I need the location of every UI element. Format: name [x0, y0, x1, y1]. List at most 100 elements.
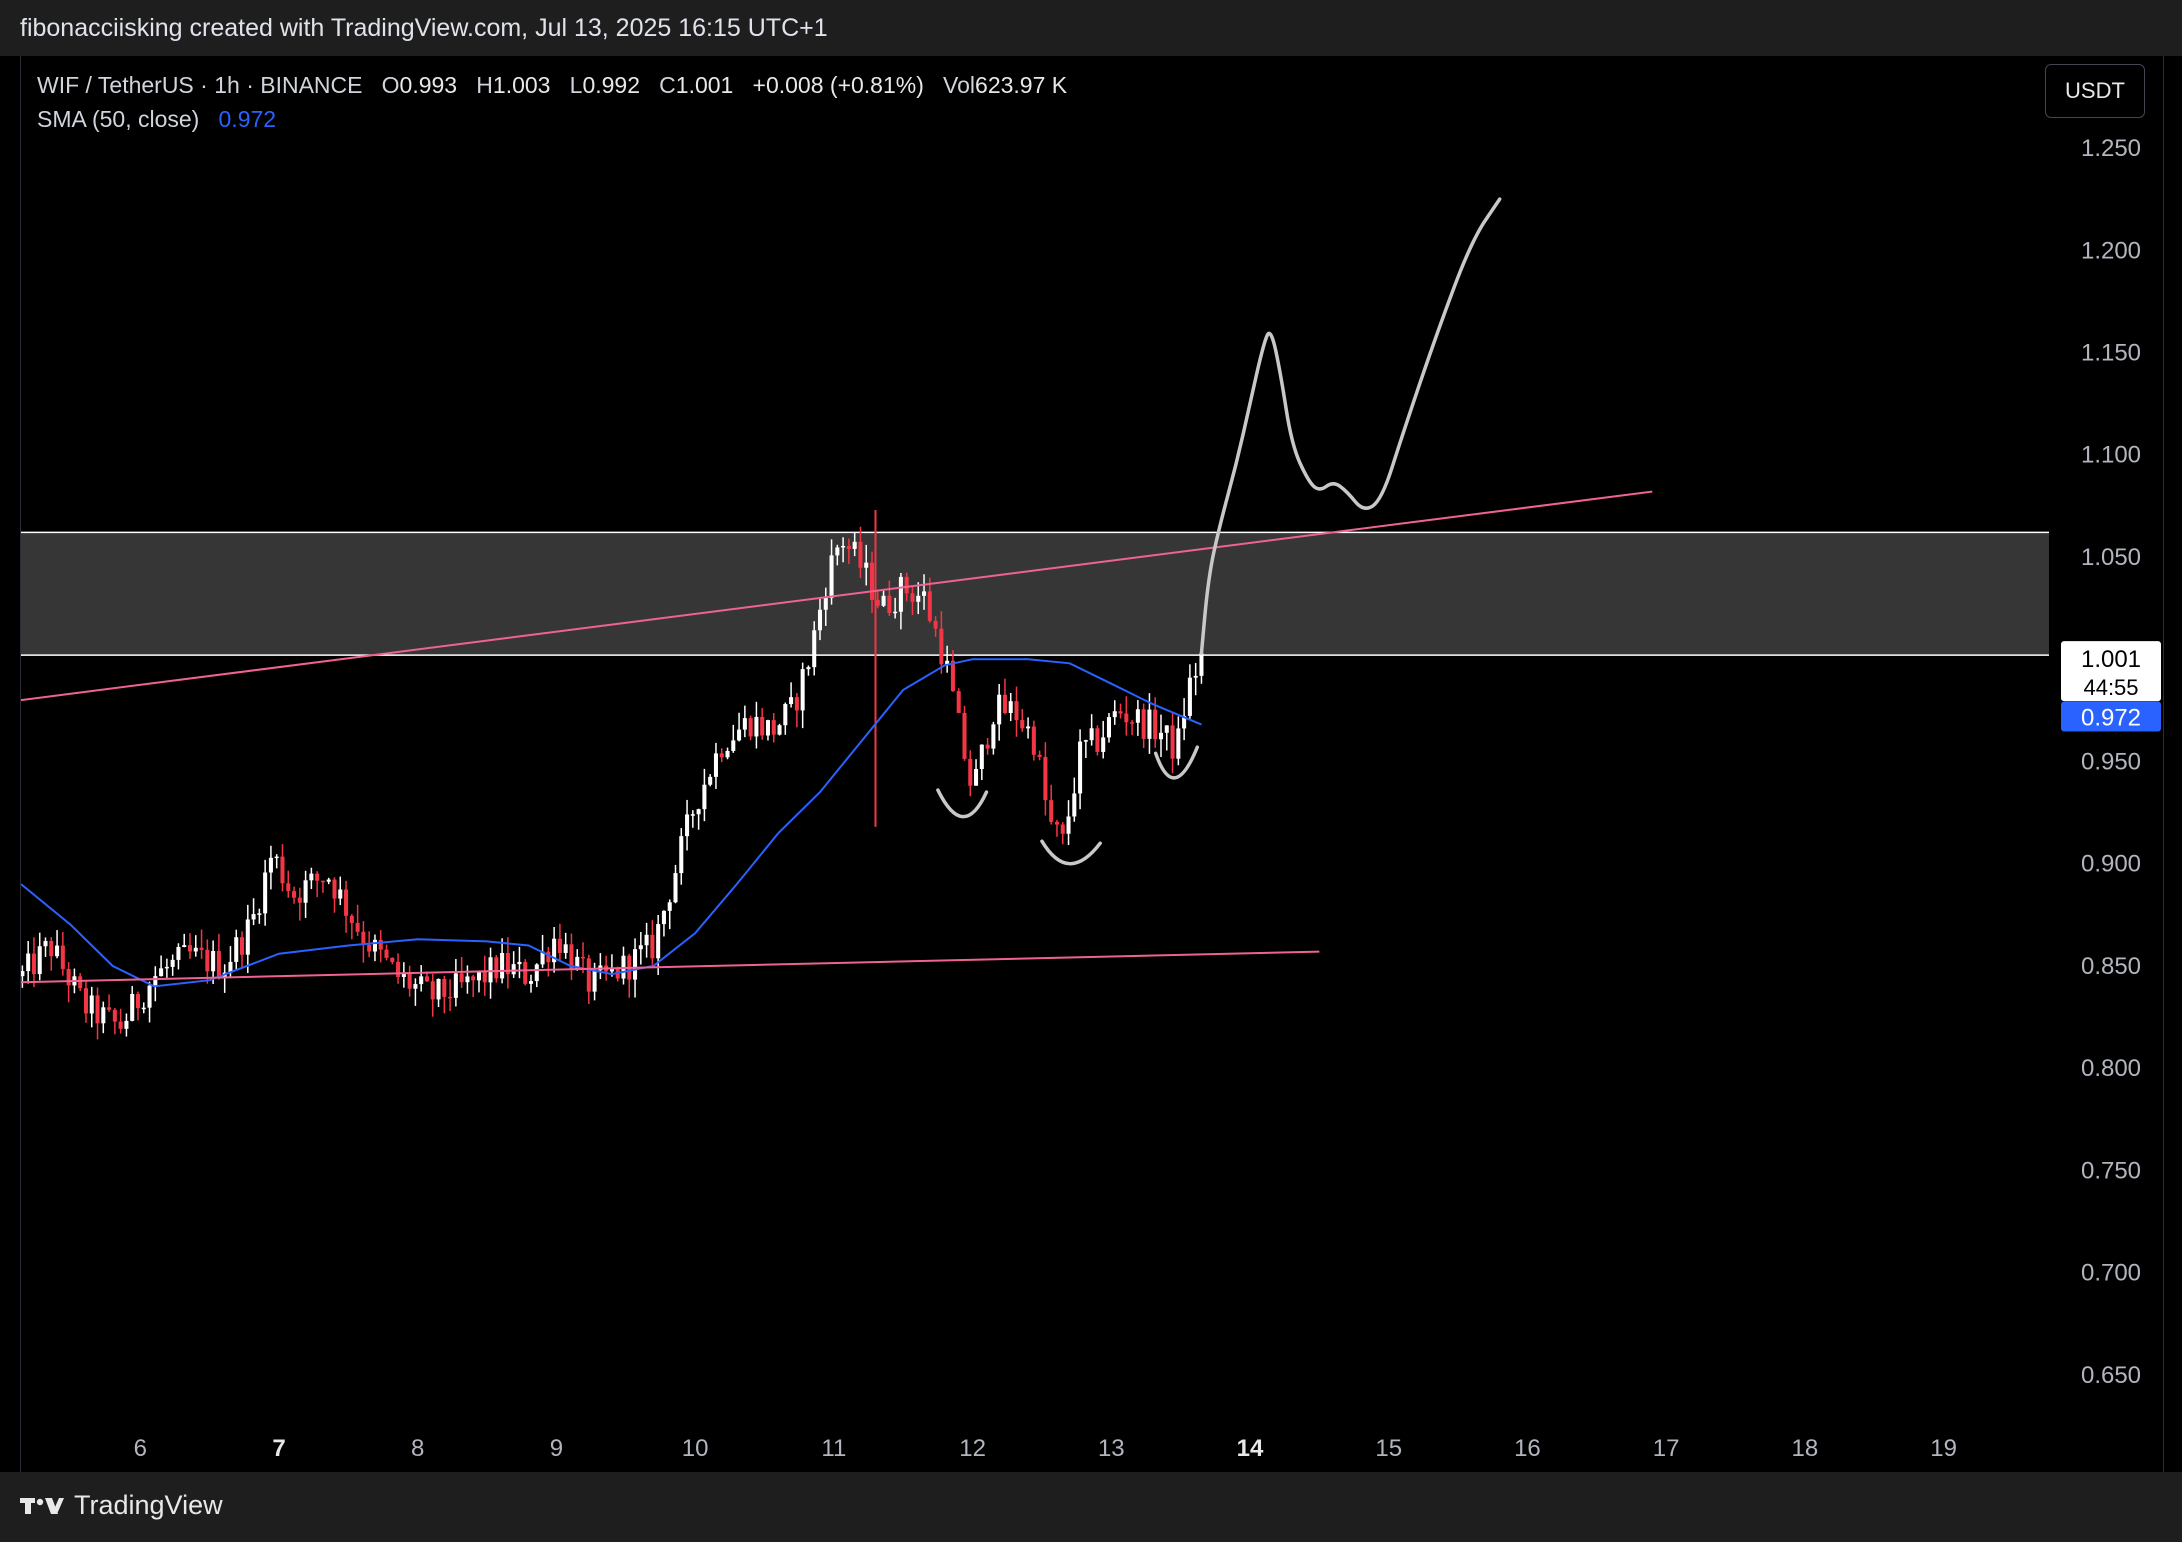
- candle[interactable]: [1060, 822, 1065, 845]
- candle[interactable]: [349, 914, 354, 940]
- candle[interactable]: [199, 929, 204, 959]
- candle[interactable]: [251, 898, 256, 926]
- candle[interactable]: [534, 963, 539, 988]
- candle[interactable]: [1158, 714, 1164, 757]
- candle[interactable]: [777, 723, 782, 736]
- candle[interactable]: [985, 738, 990, 755]
- candle[interactable]: [754, 701, 759, 749]
- upper-trendline[interactable]: [21, 490, 1653, 702]
- candle[interactable]: [239, 931, 245, 968]
- candle[interactable]: [656, 914, 661, 975]
- candle[interactable]: [26, 941, 31, 984]
- candle[interactable]: [141, 1002, 146, 1014]
- candle[interactable]: [725, 747, 730, 760]
- candle[interactable]: [344, 880, 349, 933]
- candle[interactable]: [494, 955, 499, 983]
- candle[interactable]: [765, 719, 770, 741]
- candle[interactable]: [881, 590, 886, 608]
- candle[interactable]: [1170, 713, 1175, 774]
- candle[interactable]: [453, 958, 458, 1007]
- candle[interactable]: [303, 870, 308, 918]
- candle[interactable]: [713, 742, 718, 790]
- currency-button[interactable]: USDT: [2045, 64, 2145, 118]
- candle[interactable]: [107, 994, 112, 1012]
- candle[interactable]: [1130, 720, 1135, 736]
- candle[interactable]: [1008, 692, 1013, 722]
- candle[interactable]: [673, 864, 678, 904]
- candle[interactable]: [806, 665, 811, 676]
- candle[interactable]: [1135, 700, 1140, 736]
- candle[interactable]: [858, 526, 863, 579]
- projection-drawing[interactable]: [1199, 197, 1502, 655]
- candle[interactable]: [864, 544, 869, 586]
- candle[interactable]: [638, 931, 643, 965]
- candle[interactable]: [245, 904, 250, 974]
- candle[interactable]: [1054, 819, 1059, 837]
- candle[interactable]: [794, 693, 799, 728]
- candle[interactable]: [1193, 662, 1198, 696]
- candle[interactable]: [390, 957, 395, 965]
- candle[interactable]: [887, 580, 892, 617]
- candle[interactable]: [500, 938, 505, 984]
- candle[interactable]: [1106, 712, 1112, 743]
- candle[interactable]: [679, 828, 684, 885]
- candle[interactable]: [274, 854, 279, 869]
- candle[interactable]: [118, 1008, 123, 1034]
- candle[interactable]: [829, 539, 834, 605]
- candle[interactable]: [939, 611, 944, 674]
- candle[interactable]: [517, 946, 522, 979]
- candle[interactable]: [442, 975, 447, 1014]
- candle[interactable]: [170, 954, 175, 976]
- candle[interactable]: [263, 859, 268, 926]
- candle[interactable]: [1078, 729, 1083, 810]
- candle[interactable]: [748, 715, 753, 741]
- candle[interactable]: [1187, 664, 1192, 720]
- candle[interactable]: [401, 962, 406, 988]
- candle[interactable]: [685, 799, 690, 851]
- candle[interactable]: [916, 582, 921, 615]
- candle[interactable]: [1101, 720, 1106, 759]
- candle[interactable]: [83, 981, 88, 1023]
- candle[interactable]: [326, 877, 331, 885]
- candle[interactable]: [280, 844, 285, 892]
- candle[interactable]: [55, 930, 60, 959]
- candle[interactable]: [644, 922, 649, 958]
- candle[interactable]: [286, 870, 291, 898]
- candle[interactable]: [968, 750, 973, 797]
- candle[interactable]: [112, 1008, 117, 1035]
- candle[interactable]: [43, 937, 48, 957]
- candle[interactable]: [378, 930, 383, 963]
- candle[interactable]: [1020, 709, 1025, 732]
- chart-pane[interactable]: 1.250 1.200 1.150 1.100 1.050 0.950 0.900 0.850…: [20, 56, 2164, 1472]
- candle[interactable]: [37, 932, 42, 981]
- candle[interactable]: [661, 910, 666, 937]
- candle[interactable]: [742, 705, 747, 738]
- candle[interactable]: [338, 876, 343, 906]
- candle[interactable]: [320, 880, 325, 893]
- candle[interactable]: [482, 955, 487, 996]
- candle[interactable]: [66, 962, 71, 1003]
- candle[interactable]: [505, 937, 510, 989]
- candle[interactable]: [557, 923, 562, 962]
- candle[interactable]: [546, 946, 551, 977]
- candle[interactable]: [292, 886, 297, 904]
- candle[interactable]: [690, 810, 695, 828]
- candle[interactable]: [979, 744, 984, 781]
- candle[interactable]: [719, 748, 724, 763]
- candle[interactable]: [193, 935, 198, 957]
- candle[interactable]: [1014, 686, 1019, 737]
- candle[interactable]: [708, 774, 713, 787]
- candle[interactable]: [835, 544, 840, 566]
- candle[interactable]: [31, 937, 36, 988]
- candle[interactable]: [78, 973, 83, 992]
- candle[interactable]: [176, 943, 181, 970]
- candle[interactable]: [419, 965, 424, 992]
- candle[interactable]: [147, 981, 152, 1023]
- candle[interactable]: [852, 532, 857, 557]
- candle[interactable]: [737, 712, 742, 742]
- candle[interactable]: [846, 538, 851, 565]
- sma-legend[interactable]: SMA (50, close) 0.972: [37, 106, 276, 133]
- candle[interactable]: [21, 965, 25, 988]
- candle[interactable]: [927, 577, 932, 623]
- candle[interactable]: [1089, 714, 1094, 746]
